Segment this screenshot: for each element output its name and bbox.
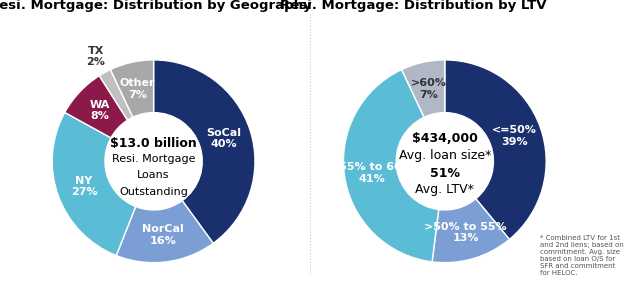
Text: $13.0 billion: $13.0 billion	[110, 137, 197, 149]
Text: <=50%
39%: <=50% 39%	[492, 125, 537, 147]
Text: Avg. loan size*: Avg. loan size*	[399, 149, 491, 162]
Text: WA
8%: WA 8%	[90, 100, 110, 122]
Wedge shape	[154, 60, 255, 243]
Text: >55% to 60%
41%: >55% to 60% 41%	[330, 162, 413, 184]
Wedge shape	[445, 60, 546, 239]
Wedge shape	[65, 76, 127, 138]
Text: Outstanding: Outstanding	[119, 187, 188, 197]
Text: >60%
7%: >60% 7%	[411, 78, 447, 100]
Wedge shape	[52, 112, 136, 255]
Text: 51%: 51%	[430, 167, 460, 180]
Wedge shape	[111, 60, 154, 117]
Text: SoCal
40%: SoCal 40%	[207, 128, 241, 149]
Text: * Combined LTV for 1st
and 2nd liens; based on
commitment. Avg. size
based on lo: * Combined LTV for 1st and 2nd liens; ba…	[540, 236, 624, 276]
Text: >50% to 55%
13%: >50% to 55% 13%	[424, 221, 507, 243]
Wedge shape	[344, 70, 438, 262]
Text: Resi. Mortgage: Resi. Mortgage	[112, 154, 195, 164]
Wedge shape	[402, 60, 445, 117]
Text: Resi. Mortgage: Distribution by Geography: Resi. Mortgage: Distribution by Geograph…	[0, 0, 312, 12]
Wedge shape	[99, 70, 133, 120]
Wedge shape	[116, 201, 213, 263]
Text: NY
27%: NY 27%	[70, 176, 97, 197]
Text: NorCal
16%: NorCal 16%	[142, 224, 184, 245]
Text: Resi. Mortgage: Distribution by LTV: Resi. Mortgage: Distribution by LTV	[280, 0, 547, 12]
Text: Loans: Loans	[138, 170, 170, 181]
Text: $434,000: $434,000	[412, 132, 477, 145]
Text: Avg. LTV*: Avg. LTV*	[415, 183, 474, 196]
Wedge shape	[432, 199, 509, 263]
Text: Other
7%: Other 7%	[120, 78, 156, 100]
Text: TX
2%: TX 2%	[86, 46, 106, 67]
